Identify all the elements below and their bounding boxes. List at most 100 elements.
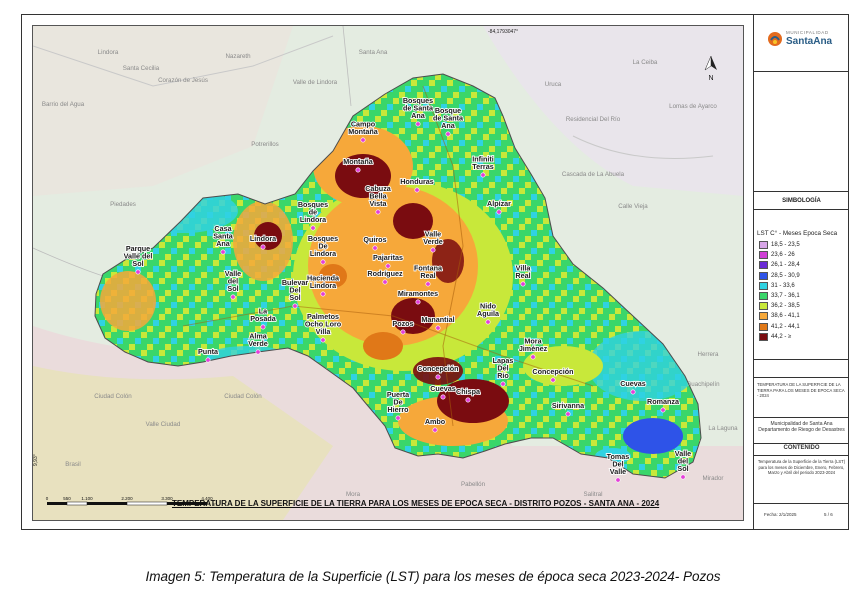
place-point-icon — [414, 187, 420, 193]
place-label: Montaña — [343, 157, 374, 166]
place-label: Bulevar Del Sol — [282, 278, 309, 302]
legend-swatch — [759, 271, 768, 280]
place-label: Honduras — [400, 177, 434, 186]
contents-header: CONTENIDO — [754, 444, 849, 456]
place-point-icon — [355, 167, 361, 173]
place-label: Bosque de Santa Ana — [433, 106, 464, 130]
legend-label: 28,5 - 30,9 — [771, 272, 800, 279]
place-point-icon — [400, 329, 406, 335]
place-label: Chispa — [456, 387, 481, 396]
legend-item: 31 - 33,6 — [759, 281, 795, 290]
place-label: Casa Santa Ana — [213, 224, 234, 248]
place-point-icon — [375, 209, 381, 215]
bg-place: Potrerillos — [251, 141, 279, 148]
logo-title: SantaAna — [786, 36, 833, 47]
place-label: Mora Jiménez — [519, 337, 548, 354]
place-label: Pozos — [392, 319, 413, 328]
place-label: Palmetos Ocho Loro Villa — [305, 312, 342, 336]
map-sheet: Lindora Nazareth Santa Cecilia Corazón d… — [21, 14, 849, 530]
legend-label: 44,2 - ≥ — [771, 333, 792, 340]
place-point-icon — [360, 137, 366, 143]
place-label: Cuevas — [620, 379, 646, 388]
place-label: Concepción — [532, 367, 573, 376]
bg-place: Santa Ana — [359, 49, 388, 56]
legend-swatch — [759, 322, 768, 331]
place-label: Miramontes — [398, 289, 438, 298]
place-point-icon — [565, 411, 571, 417]
legend-label: 41,2 - 44,1 — [771, 323, 800, 330]
north-label: N — [708, 75, 713, 82]
figure-caption: Imagen 5: Temperatura de la Superficie (… — [145, 569, 721, 584]
place-point-icon — [480, 172, 486, 178]
legend-item: 33,7 - 36,1 — [759, 292, 800, 300]
bg-place: Nazareth — [225, 53, 251, 60]
bg-place: Santa Cecilia — [123, 65, 160, 72]
place-point-icon — [520, 281, 526, 287]
municipality-name: Municipalidad de Santa Ana — [770, 421, 833, 427]
place-label: Ambo — [425, 417, 446, 426]
place-label: Concepción — [417, 364, 458, 373]
legend-label: 23,6 - 26 — [771, 252, 795, 259]
place-point-icon — [530, 354, 536, 360]
place-point-icon — [415, 121, 421, 127]
place-label: Cabuza Bella Vista — [365, 184, 392, 208]
place-point-icon — [135, 269, 141, 275]
place-point-icon — [382, 279, 388, 285]
place-label: Romanza — [647, 397, 680, 406]
contents-title: CONTENIDO — [783, 445, 820, 451]
place-label: Bosques de Lindora — [298, 200, 328, 224]
bg-place: La Ceiba — [633, 59, 658, 66]
place-point-icon — [445, 131, 451, 137]
spacer-box — [754, 72, 849, 192]
municipality-box: Municipalidad de Santa Ana Departamento … — [754, 418, 849, 444]
place-point-icon — [485, 319, 491, 325]
sheet-page: 5 / 6 — [824, 512, 833, 517]
legend-box — [754, 210, 849, 360]
place-label: Rodríguez — [367, 269, 403, 278]
project-title: TEMPERATURA DE LA SUPERFICIE DE LA TIERR… — [757, 382, 845, 398]
contents-text: Temperatura de la Superficie de la Tierr… — [757, 459, 846, 475]
bg-place: Lindora — [98, 49, 119, 56]
bg-place: Corazón de Jesús — [158, 77, 208, 84]
place-point-icon — [630, 389, 636, 395]
svg-text:2.200: 2.200 — [121, 496, 133, 501]
svg-text:4.400: 4.400 — [201, 496, 213, 501]
legend-swatch — [759, 332, 768, 341]
place-label: Campo Montaña — [348, 120, 379, 137]
place-point-icon — [320, 337, 326, 343]
coord-label-left: 9,93° — [33, 454, 39, 466]
place-point-icon — [255, 349, 261, 355]
legend-title: LST C° - Meses Epoca Seca — [757, 230, 838, 237]
legend-label: 33,7 - 36,1 — [771, 293, 800, 299]
bg-place: Guachipelín — [686, 381, 720, 388]
place-point-icon — [425, 281, 431, 287]
place-point-icon — [320, 291, 326, 297]
place-label: Manantial — [421, 315, 454, 324]
meta-box — [754, 360, 849, 378]
contents-box: Temperatura de la Superficie de la Tierr… — [754, 456, 849, 504]
sidebar-panel: MUNICIPALIDAD SantaAna SIMBOLOGÍA LST C°… — [753, 15, 849, 529]
legend-label: 38,6 - 41,1 — [771, 313, 800, 320]
place-point-icon — [292, 303, 298, 309]
svg-text:3.300: 3.300 — [161, 496, 173, 501]
legend-item: 26,1 - 28,4 — [759, 261, 800, 270]
bg-place: Uruca — [545, 81, 562, 88]
place-point-icon — [310, 225, 316, 231]
place-label: Bosques De Lindora — [308, 234, 338, 258]
bg-place: Mora — [346, 491, 361, 498]
bg-place: La Laguna — [708, 425, 738, 432]
place-label: Alma Verde — [248, 332, 268, 349]
svg-text:0: 0 — [46, 496, 49, 501]
legend-item: 38,6 - 41,1 — [759, 312, 800, 321]
place-label: Sirivanna — [552, 401, 585, 410]
bg-place: Valle Ciudad — [146, 421, 181, 428]
place-label: Punta — [198, 347, 219, 356]
place-label: Valle Verde — [423, 230, 443, 247]
place-point-icon — [435, 325, 441, 331]
legend-swatch — [759, 312, 768, 321]
place-label: Infiniti Terras — [472, 155, 494, 172]
place-point-icon — [230, 294, 236, 300]
place-point-icon — [260, 324, 266, 330]
map-title: TEMPERATURA DE LA SUPERFICIE DE LA TIERR… — [172, 499, 660, 508]
